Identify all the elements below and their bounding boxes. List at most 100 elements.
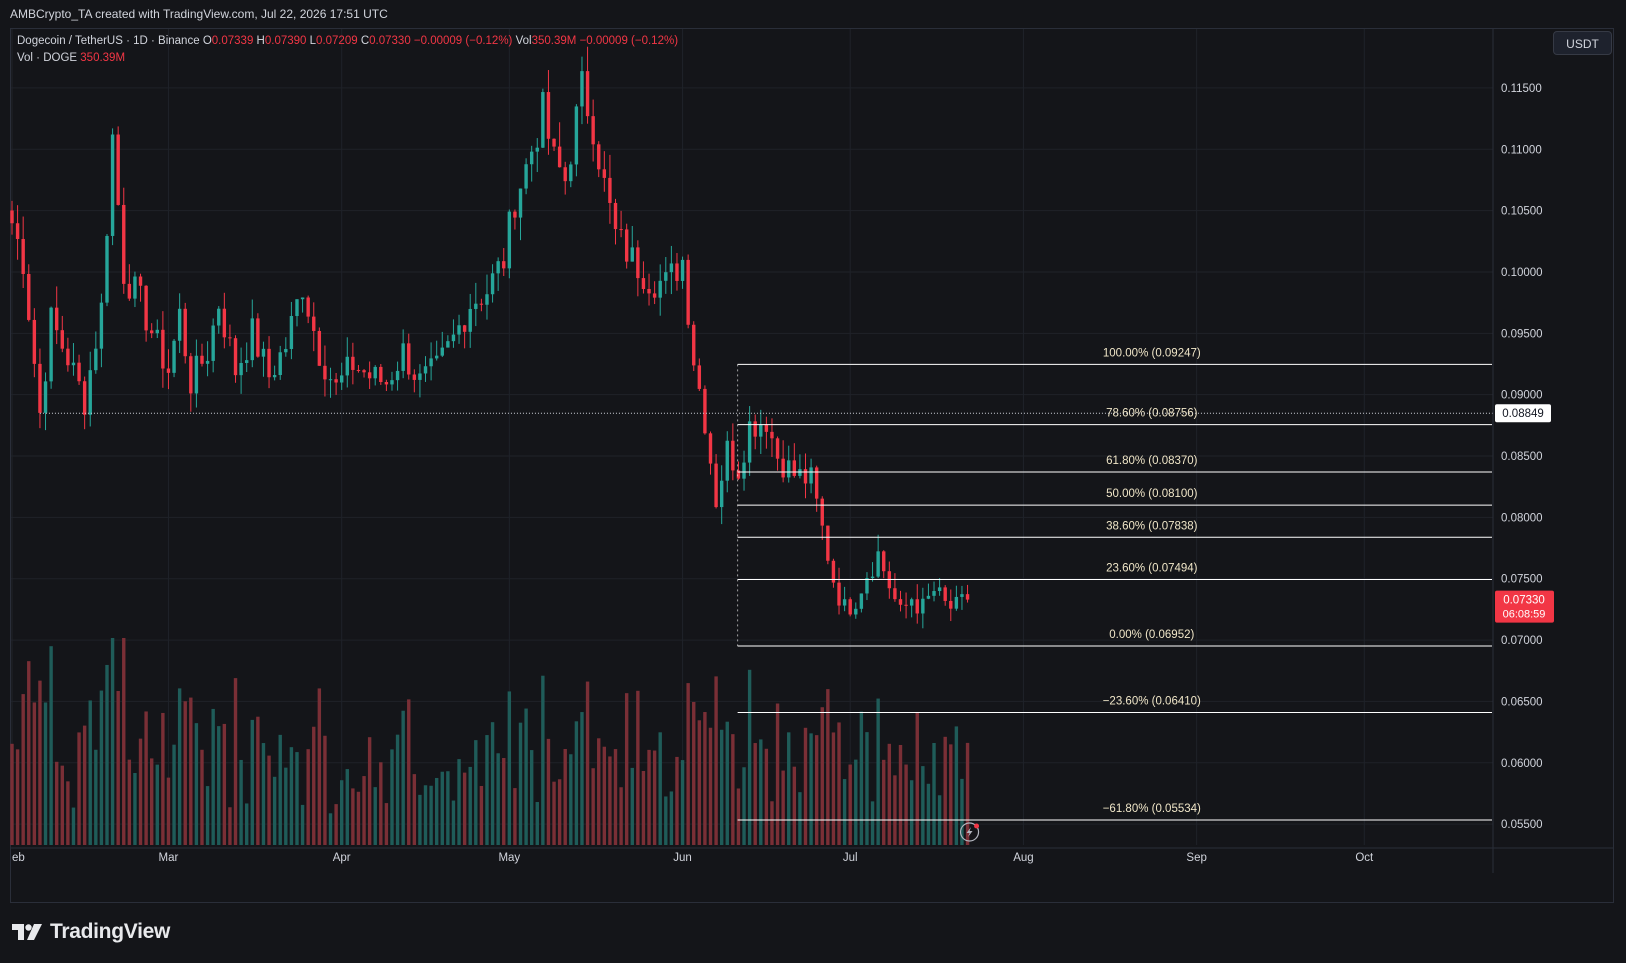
volume-bars (10, 638, 970, 845)
volume-bar (395, 734, 400, 845)
fib-retracement: 100.00% (0.09247) 78.60% (0.08756) 61.80% … (39, 347, 1493, 821)
open-label: O (202, 35, 212, 47)
candle-body (211, 325, 215, 361)
x-tick-label: Mar (159, 852, 179, 864)
volume-legend[interactable]: Vol · DOGE 350.39M (17, 52, 125, 64)
crosshair-price-tag (1495, 404, 1551, 423)
candle-body (535, 147, 539, 152)
volume-bar (27, 661, 31, 845)
volume-bar (189, 697, 193, 845)
candle-body (636, 247, 640, 279)
candle-body (507, 211, 512, 269)
candle-body (278, 352, 282, 376)
volume-series-value: 350.39M (80, 52, 126, 64)
candle-body (434, 355, 439, 359)
volume-bar (407, 699, 411, 845)
lightning-icon[interactable] (959, 822, 980, 842)
volume-bar (965, 742, 970, 845)
candle-body (714, 463, 718, 508)
volume-bar (798, 792, 802, 845)
volume-bar (949, 744, 953, 845)
candle-body (814, 467, 819, 499)
candle-body (854, 608, 858, 615)
candle-body (239, 362, 243, 376)
tradingview-brand[interactable]: TradingView (12, 920, 170, 944)
candle-body (217, 308, 221, 326)
volume-bar (144, 711, 148, 845)
volume-bar (390, 749, 394, 845)
y-tick-label: 0.06000 (1501, 758, 1543, 770)
candle-body (513, 211, 517, 218)
fib-level-label: 0.00% (0.06952) (1109, 629, 1194, 641)
candle-body (787, 460, 791, 478)
volume-bar (502, 758, 506, 845)
volume-bar (669, 791, 674, 845)
candle-body (496, 261, 500, 274)
volume-bar (809, 733, 813, 845)
volume-bar (591, 768, 595, 845)
candle-body (960, 594, 964, 597)
candle-body (256, 318, 260, 357)
candle-body (183, 308, 187, 357)
volume-bar (719, 729, 724, 845)
x-tick-label: Jun (673, 852, 692, 864)
candle-body (552, 138, 556, 147)
volume-bar (222, 723, 227, 845)
candle-body (395, 370, 400, 381)
candle-body (110, 134, 115, 236)
symbol-legend[interactable]: Dogecoin / TetherUS · 1D · Binance O0.07… (17, 35, 678, 47)
volume-bar (99, 690, 104, 845)
volume-bar (921, 766, 925, 845)
candle-body (882, 551, 886, 572)
candle-body (66, 348, 70, 366)
volume-bar (803, 727, 808, 845)
volume-bar (88, 700, 92, 845)
fib-level-label: 38.60% (0.07838) (1106, 520, 1198, 532)
candle-body (770, 431, 774, 439)
candle-body (865, 578, 869, 594)
fib-level-label: 100.00% (0.09247) (1103, 347, 1201, 359)
x-tick-label: Apr (333, 852, 351, 864)
candle-body (541, 92, 545, 148)
candle-body (244, 360, 249, 363)
volume-bar (859, 711, 864, 845)
volume-bar (882, 759, 886, 845)
volume-bar (256, 716, 260, 845)
candle-body (697, 365, 702, 389)
volume-bar (379, 762, 383, 845)
y-tick-label: 0.11500 (1501, 83, 1542, 95)
candle-body (328, 379, 333, 381)
vol-label: Vol (515, 35, 532, 47)
currency-unit-button[interactable]: USDT (1553, 31, 1612, 55)
volume-bar (909, 780, 914, 845)
candle-body (99, 302, 104, 349)
candle-body (904, 604, 908, 606)
volume-bar (490, 722, 495, 845)
volume-bar (870, 801, 875, 845)
volume-bar (546, 738, 551, 845)
volume-bar (641, 771, 646, 845)
volume-bar (49, 646, 53, 845)
volume-bar (557, 779, 562, 845)
volume-bar (334, 804, 338, 845)
volume-bar (278, 734, 282, 845)
x-tick-label: Sep (1186, 852, 1206, 864)
vol-change-value: −0.00009 (−0.12%) (579, 35, 679, 47)
lightning-icon-dot (974, 823, 980, 829)
volume-bar (826, 689, 830, 845)
candle-body (194, 355, 199, 394)
candle-body (932, 591, 936, 596)
volume-bar (775, 703, 780, 845)
candle-body (826, 525, 830, 561)
volume-bar (759, 739, 763, 845)
candle-body (351, 356, 355, 370)
volume-bar (753, 743, 757, 845)
volume-bar (345, 769, 349, 845)
volume-bar (736, 788, 741, 845)
volume-bar (150, 758, 154, 845)
candle-body (172, 340, 176, 373)
vol-value: 350.39M (531, 35, 577, 47)
volume-bar (172, 744, 176, 845)
volume-series-name: Vol · DOGE (17, 52, 78, 64)
